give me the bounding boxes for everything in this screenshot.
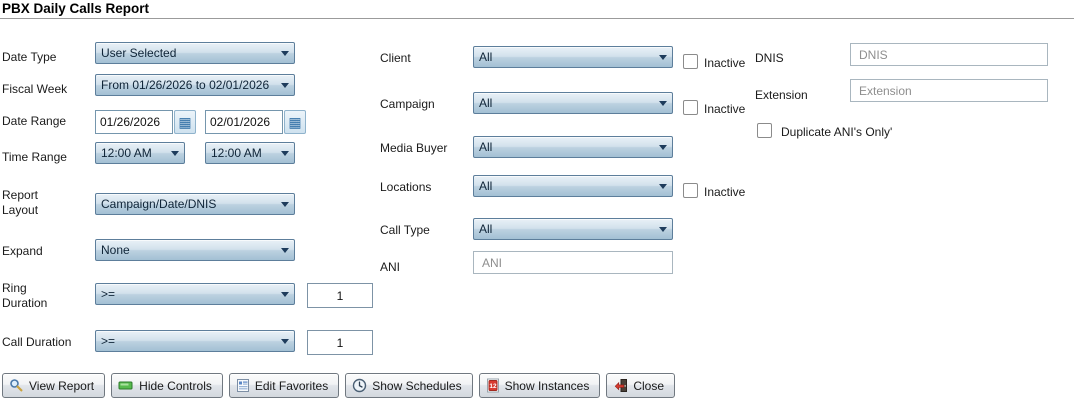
client-value: All [479, 50, 493, 64]
show-instances-label: Show Instances [504, 378, 590, 393]
chevron-down-icon [281, 51, 289, 56]
ring-duration-operator-dropdown[interactable]: >= [95, 283, 295, 305]
campaign-inactive-checkbox[interactable] [683, 100, 698, 115]
clock-icon [353, 378, 367, 393]
campaign-dropdown[interactable]: All [473, 92, 673, 114]
report-layout-label: Report Layout [2, 188, 39, 217]
chevron-down-icon [281, 248, 289, 253]
call-duration-operator-dropdown[interactable]: >= [95, 330, 295, 352]
date-range-start-input[interactable] [95, 110, 173, 134]
fiscal-week-label: Fiscal Week [2, 82, 68, 96]
time-range-start-value: 12:00 AM [101, 146, 152, 160]
duplicate-ani-label: Duplicate ANI's Only' [781, 125, 893, 139]
edit-favorites-button[interactable]: Edit Favorites [228, 373, 340, 398]
date-range-end: ▦ [205, 110, 306, 134]
chevron-down-icon [281, 151, 289, 156]
chevron-down-icon [171, 151, 179, 156]
chevron-down-icon [659, 184, 667, 189]
report-layout-dropdown[interactable]: Campaign/Date/DNIS [95, 193, 295, 215]
media-buyer-dropdown[interactable]: All [473, 136, 673, 158]
date-range-start: ▦ [95, 110, 196, 134]
client-inactive-label: Inactive [704, 56, 746, 70]
fiscal-week-value: From 01/26/2026 to 02/01/2026 [101, 78, 270, 92]
view-report-button[interactable]: View Report [2, 373, 106, 398]
expand-value: None [101, 243, 130, 257]
date-range-label: Date Range [2, 114, 67, 128]
media-buyer-label: Media Buyer [380, 141, 448, 155]
edit-favorites-label: Edit Favorites [254, 378, 329, 393]
time-range-end-value: 12:00 AM [211, 146, 262, 160]
call-type-label: Call Type [380, 223, 430, 237]
call-duration-operator: >= [101, 334, 116, 348]
chevron-down-icon [659, 145, 667, 150]
ring-duration-value-input[interactable] [307, 283, 373, 308]
green-bar-icon [118, 381, 133, 390]
date-type-dropdown[interactable]: User Selected [95, 42, 295, 64]
document-icon [236, 379, 249, 392]
locations-dropdown[interactable]: All [473, 175, 673, 197]
time-range-start-dropdown[interactable]: 12:00 AM [95, 142, 185, 164]
show-schedules-button[interactable]: Show Schedules [345, 373, 473, 398]
chevron-down-icon [281, 339, 289, 344]
hide-controls-button[interactable]: Hide Controls [111, 373, 223, 398]
date-type-value: User Selected [101, 46, 177, 60]
fiscal-week-dropdown[interactable]: From 01/26/2026 to 02/01/2026 [95, 74, 295, 96]
campaign-label: Campaign [380, 97, 435, 111]
magnifier-icon [10, 379, 23, 392]
ring-duration-label: Ring Duration [2, 281, 48, 310]
chevron-down-icon [659, 55, 667, 60]
ring-duration-operator: >= [101, 287, 116, 301]
dnis-label: DNIS [755, 51, 784, 65]
client-label: Client [380, 51, 411, 65]
date-range-end-input[interactable] [205, 110, 283, 134]
calendar-icon[interactable]: ▦ [174, 110, 196, 134]
chevron-down-icon [659, 101, 667, 106]
locations-inactive-checkbox[interactable] [683, 183, 698, 198]
call-type-value: All [479, 222, 493, 236]
svg-text:12: 12 [489, 383, 497, 390]
campaign-value: All [479, 96, 493, 110]
client-dropdown[interactable]: All [473, 46, 673, 68]
title-divider [0, 18, 1074, 19]
date-type-label: Date Type [2, 50, 57, 64]
door-exit-icon [615, 379, 628, 392]
client-inactive-checkbox[interactable] [683, 54, 698, 69]
call-type-dropdown[interactable]: All [473, 218, 673, 240]
locations-inactive-label: Inactive [704, 185, 746, 199]
chevron-down-icon [281, 202, 289, 207]
chevron-down-icon [281, 83, 289, 88]
call-duration-value-input[interactable] [307, 330, 373, 355]
hide-controls-label: Hide Controls [139, 378, 212, 393]
extension-label: Extension [755, 88, 808, 102]
locations-value: All [479, 179, 493, 193]
expand-dropdown[interactable]: None [95, 239, 295, 261]
view-report-label: View Report [29, 378, 95, 393]
show-instances-button[interactable]: 12 Show Instances [478, 373, 601, 398]
extension-input[interactable] [850, 79, 1048, 102]
show-schedules-label: Show Schedules [372, 378, 462, 393]
close-label: Close [633, 378, 665, 393]
ani-label: ANI [380, 260, 401, 274]
dnis-input[interactable] [850, 43, 1048, 66]
report-layout-value: Campaign/Date/DNIS [101, 197, 217, 211]
chevron-down-icon [281, 292, 289, 297]
time-range-label: Time Range [2, 150, 67, 164]
close-button[interactable]: Close [606, 373, 676, 398]
calendar-icon[interactable]: ▦ [284, 110, 306, 134]
media-buyer-value: All [479, 140, 493, 154]
ani-input[interactable] [473, 251, 673, 274]
calendar-12-icon: 12 [486, 378, 499, 393]
page-title: PBX Daily Calls Report [2, 1, 150, 16]
duplicate-ani-checkbox[interactable] [757, 123, 772, 138]
locations-label: Locations [380, 180, 432, 194]
chevron-down-icon [659, 227, 667, 232]
action-button-row: View Report Hide Controls Edit Favorites [2, 373, 676, 398]
expand-label: Expand [2, 244, 43, 258]
campaign-inactive-label: Inactive [704, 102, 746, 116]
call-duration-label: Call Duration [2, 335, 72, 349]
time-range-end-dropdown[interactable]: 12:00 AM [205, 142, 295, 164]
